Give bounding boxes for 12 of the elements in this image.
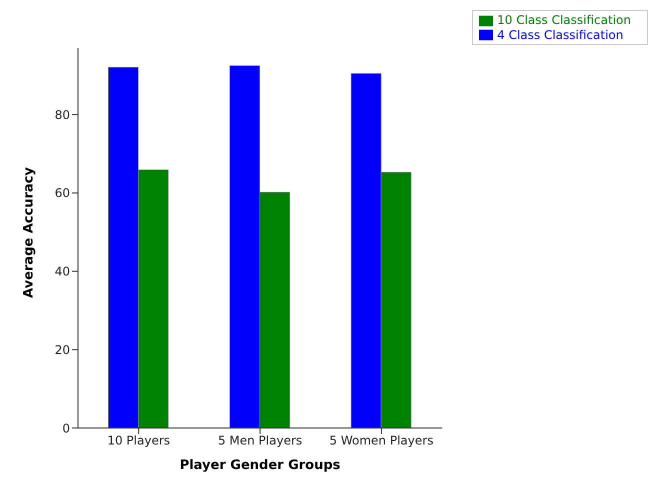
legend-label: 10 Class Classification xyxy=(497,13,631,27)
y-tick-label: 0 xyxy=(62,421,70,436)
y-tick-label: 20 xyxy=(54,342,70,357)
y-tick-label: 40 xyxy=(54,264,70,279)
x-tick-label: 10 Players xyxy=(107,434,170,448)
y-axis-title: Average Accuracy xyxy=(22,166,37,298)
x-axis-title: Player Gender Groups xyxy=(180,458,341,473)
x-tick-label: 5 Men Players xyxy=(218,434,302,448)
y-tick-label: 80 xyxy=(54,108,70,122)
y-tick-label: 60 xyxy=(54,186,70,200)
x-tick-label: 5 Women Players xyxy=(329,434,434,448)
legend-label: 4 Class Classification xyxy=(497,28,624,42)
